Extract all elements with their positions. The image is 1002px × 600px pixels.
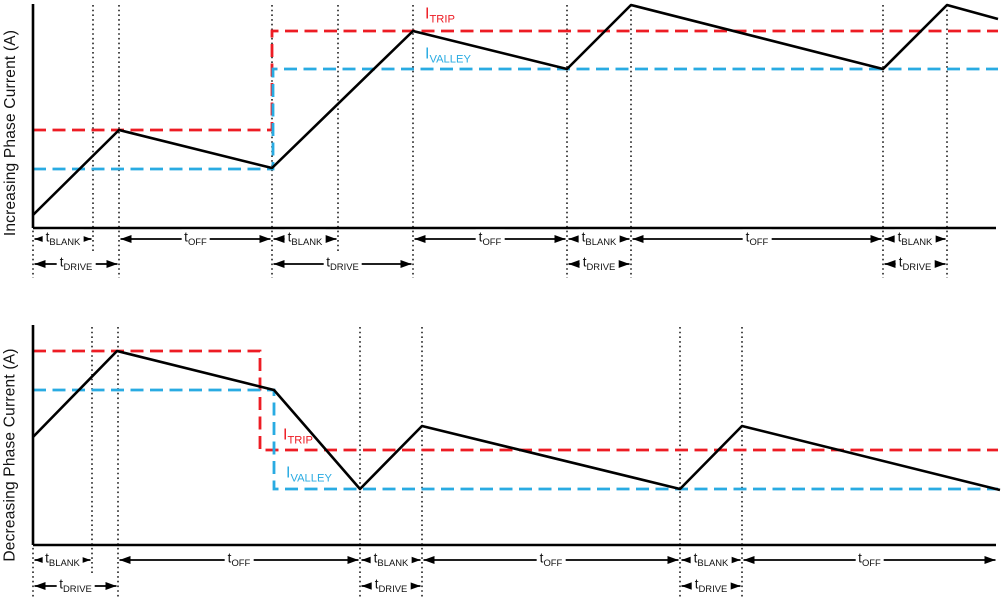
dimension-label-t_blank: tBLANK (42, 550, 83, 570)
increasing-phase-current-waveform (32, 3, 999, 216)
level-label-i_trip: ITRIP (425, 5, 455, 26)
dimension-label-t_blank: tBLANK (578, 229, 620, 249)
dimension-label-t_off: tOFF (536, 550, 566, 570)
dimension-label-t_drive: tDRIVE (56, 254, 96, 274)
dimension-label-t_blank: tBLANK (690, 550, 732, 570)
dimension-label-t_off: tOFF (855, 550, 884, 570)
level-label-i_valley: IVALLEY (425, 45, 471, 66)
itrip-level-line (33, 29, 998, 132)
dimension-label-t_drive: tDRIVE (579, 254, 619, 274)
dimension-label-t_blank: tBLANK (284, 229, 326, 249)
dimension-label-t_blank: tBLANK (42, 229, 84, 249)
dimension-label-t_blank: tBLANK (370, 550, 412, 570)
dimension-label-t_off: tOFF (742, 229, 772, 249)
dimension-label-t_drive: tDRIVE (56, 576, 95, 596)
dimension-label-t_off: tOFF (181, 229, 210, 249)
ivalley-level-line (33, 388, 998, 491)
dimension-label-t_drive: tDRIVE (323, 254, 362, 274)
dimension-label-t_drive: tDRIVE (371, 576, 411, 596)
level-label-i_trip: ITRIP (283, 426, 313, 447)
y-axis-label-wrap-decreasing: Decreasing Phase Current (A) (0, 330, 22, 580)
dimension-label-t_off: tOFF (224, 550, 254, 570)
level-label-i_valley: IVALLEY (286, 464, 332, 485)
y-axis-label-decreasing: Decreasing Phase Current (A) (2, 348, 19, 562)
itrip-level-line (33, 349, 998, 452)
dimension-label-t_drive: tDRIVE (895, 254, 935, 274)
ivalley-level-line (33, 67, 998, 171)
dimension-label-t_off: tOFF (475, 229, 505, 249)
y-axis-label-increasing: Increasing Phase Current (A) (2, 29, 20, 237)
y-axis-label-wrap-increasing: Increasing Phase Current (A) (0, 8, 22, 258)
dimension-label-t_blank: tBLANK (894, 229, 936, 249)
dimension-label-t_drive: tDRIVE (691, 576, 731, 596)
decreasing-phase-current-waveform (32, 349, 1001, 492)
